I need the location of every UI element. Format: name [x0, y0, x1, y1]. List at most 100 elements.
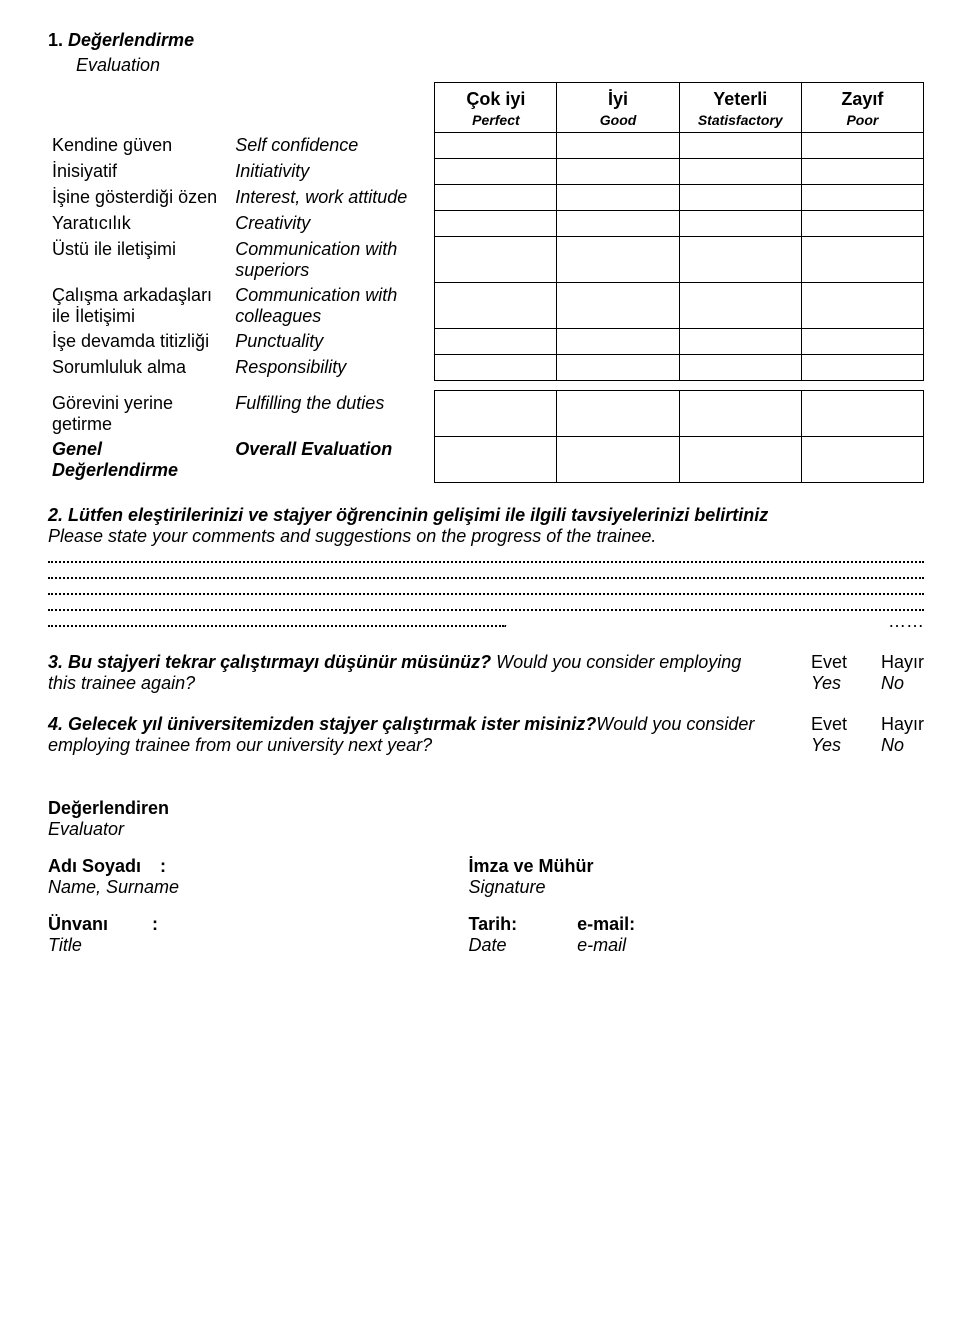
rating-cell[interactable]	[679, 391, 801, 437]
q3-yes-tr: Evet	[811, 652, 847, 673]
header-poor-tr: Zayıf	[806, 89, 919, 110]
rating-cell[interactable]	[801, 133, 923, 159]
evaluator-name-en: Name, Surname	[48, 877, 468, 898]
rating-cell[interactable]	[557, 133, 679, 159]
q4-yes-en: Yes	[811, 735, 847, 756]
rating-cell[interactable]	[557, 211, 679, 237]
rating-cell[interactable]	[557, 159, 679, 185]
rating-cell[interactable]	[557, 355, 679, 381]
answer-dotted-line	[48, 561, 924, 563]
header-satisfactory: Yeterli Statisfactory	[679, 83, 801, 133]
q2-number: 2.	[48, 505, 63, 525]
row-label-tr: Görevini yerine getirme	[48, 391, 231, 437]
evaluator-section: Değerlendiren Evaluator Adı Soyadı : Nam…	[48, 798, 924, 956]
header-good-en: Good	[561, 112, 674, 128]
header-blank-2	[231, 83, 435, 133]
rating-cell[interactable]	[679, 437, 801, 483]
question-2: 2. Lütfen eleştirilerinizi ve stajyer öğ…	[48, 505, 924, 547]
rating-cell[interactable]	[679, 237, 801, 283]
row-label-en: Punctuality	[231, 329, 435, 355]
q3-number: 3.	[48, 652, 63, 672]
answer-dotted-line	[48, 593, 924, 595]
row-label-tr: Üstü ile iletişimi	[48, 237, 231, 283]
rating-cell[interactable]	[801, 355, 923, 381]
q3-yes[interactable]: Evet Yes	[811, 652, 847, 694]
rating-cell[interactable]	[557, 237, 679, 283]
header-perfect-tr: Çok iyi	[439, 89, 552, 110]
rating-cell[interactable]	[679, 355, 801, 381]
rating-cell[interactable]	[557, 283, 679, 329]
rating-cell[interactable]	[679, 329, 801, 355]
q4-tr: Gelecek yıl üniversitemizden stajyer çal…	[68, 714, 596, 734]
q3-tr: Bu stajyeri tekrar çalıştırmayı düşünür …	[68, 652, 491, 672]
header-satisfactory-tr: Yeterli	[684, 89, 797, 110]
section-1-heading: 1. Değerlendirme	[48, 30, 924, 51]
q3-yes-en: Yes	[811, 673, 847, 694]
rating-cell[interactable]	[801, 159, 923, 185]
evaluator-name-colon: :	[156, 856, 170, 876]
rating-cell[interactable]	[801, 185, 923, 211]
q4-number: 4.	[48, 714, 63, 734]
rating-cell[interactable]	[679, 211, 801, 237]
rating-cell[interactable]	[557, 391, 679, 437]
rating-cell[interactable]	[435, 133, 557, 159]
rating-cell[interactable]	[801, 283, 923, 329]
row-label-tr: İşine gösterdiği özen	[48, 185, 231, 211]
q2-short-line	[48, 625, 504, 627]
row-label-tr: Sorumluluk alma	[48, 355, 231, 381]
section-1-number: 1.	[48, 30, 63, 50]
row-label-tr: Kendine güven	[48, 133, 231, 159]
row-label-tr: İşe devamda titizliği	[48, 329, 231, 355]
q4-no-en: No	[881, 735, 924, 756]
q4-no[interactable]: Hayır No	[881, 714, 924, 756]
rating-cell[interactable]	[557, 329, 679, 355]
row-label-en: Communication with superiors	[231, 237, 435, 283]
evaluation-table: Çok iyi Perfect İyi Good Yeterli Statisf…	[48, 82, 924, 483]
q2-trailing: ……	[888, 611, 924, 632]
rating-cell[interactable]	[679, 283, 801, 329]
row-label-en: Interest, work attitude	[231, 185, 435, 211]
header-satisfactory-en: Statisfactory	[684, 112, 797, 128]
evaluator-title-tr: Değerlendiren	[48, 798, 924, 819]
row-label-en: Overall Evaluation	[231, 437, 435, 483]
rating-cell[interactable]	[801, 329, 923, 355]
rating-cell[interactable]	[435, 329, 557, 355]
row-label-en: Responsibility	[231, 355, 435, 381]
row-label-en: Communication with colleagues	[231, 283, 435, 329]
rating-cell[interactable]	[801, 211, 923, 237]
rating-cell[interactable]	[679, 185, 801, 211]
rating-cell[interactable]	[679, 133, 801, 159]
row-label-tr: Çalışma arkadaşları ile İletişimi	[48, 283, 231, 329]
question-4: 4. Gelecek yıl üniversitemizden stajyer …	[48, 714, 924, 756]
rating-cell[interactable]	[435, 437, 557, 483]
date-tr: Tarih:	[468, 914, 517, 935]
header-poor-en: Poor	[806, 112, 919, 128]
q2-en: Please state your comments and suggestio…	[48, 526, 656, 546]
title-field-en: Title	[48, 935, 468, 956]
rating-cell[interactable]	[679, 159, 801, 185]
section-1-title-tr: Değerlendirme	[68, 30, 194, 50]
rating-cell[interactable]	[435, 211, 557, 237]
rating-cell[interactable]	[435, 185, 557, 211]
header-perfect: Çok iyi Perfect	[435, 83, 557, 133]
rating-cell[interactable]	[801, 391, 923, 437]
answer-dotted-line	[48, 577, 924, 579]
row-label-tr: Genel Değerlendirme	[48, 437, 231, 483]
rating-cell[interactable]	[435, 355, 557, 381]
title-field-colon: :	[148, 914, 162, 934]
row-label-tr: İnisiyatif	[48, 159, 231, 185]
rating-cell[interactable]	[801, 437, 923, 483]
rating-cell[interactable]	[557, 185, 679, 211]
rating-cell[interactable]	[435, 391, 557, 437]
rating-cell[interactable]	[801, 237, 923, 283]
rating-cell[interactable]	[435, 159, 557, 185]
header-good: İyi Good	[557, 83, 679, 133]
q2-short-line-wrap: .……	[48, 611, 924, 632]
q3-no[interactable]: Hayır No	[881, 652, 924, 694]
header-poor: Zayıf Poor	[801, 83, 923, 133]
q4-yes[interactable]: Evet Yes	[811, 714, 847, 756]
rating-cell[interactable]	[557, 437, 679, 483]
rating-cell[interactable]	[435, 283, 557, 329]
q3-no-tr: Hayır	[881, 652, 924, 673]
rating-cell[interactable]	[435, 237, 557, 283]
